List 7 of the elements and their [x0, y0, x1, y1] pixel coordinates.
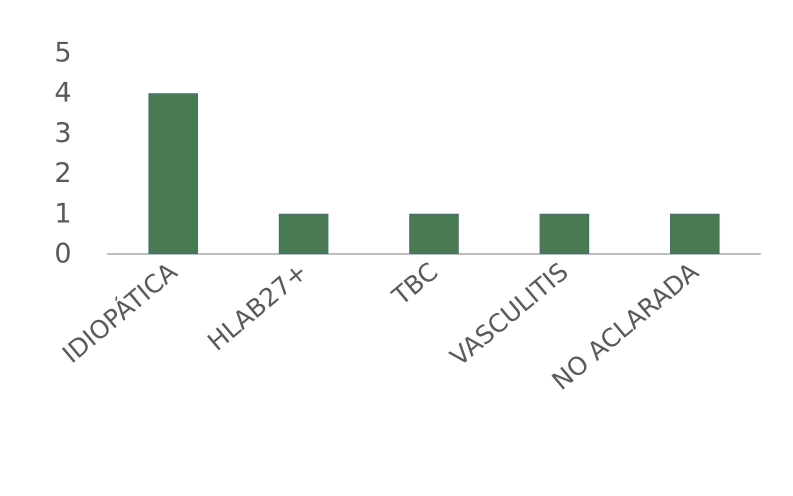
y-tick-label: 2	[54, 158, 72, 190]
y-tick-label: 1	[54, 198, 72, 230]
x-tick-label: TBC	[386, 256, 444, 312]
y-tick-label: 4	[54, 78, 72, 109]
y-tick-label: 5	[54, 38, 72, 68]
y-tick-label: 0	[54, 238, 72, 270]
y-tick-label: 3	[54, 118, 72, 149]
